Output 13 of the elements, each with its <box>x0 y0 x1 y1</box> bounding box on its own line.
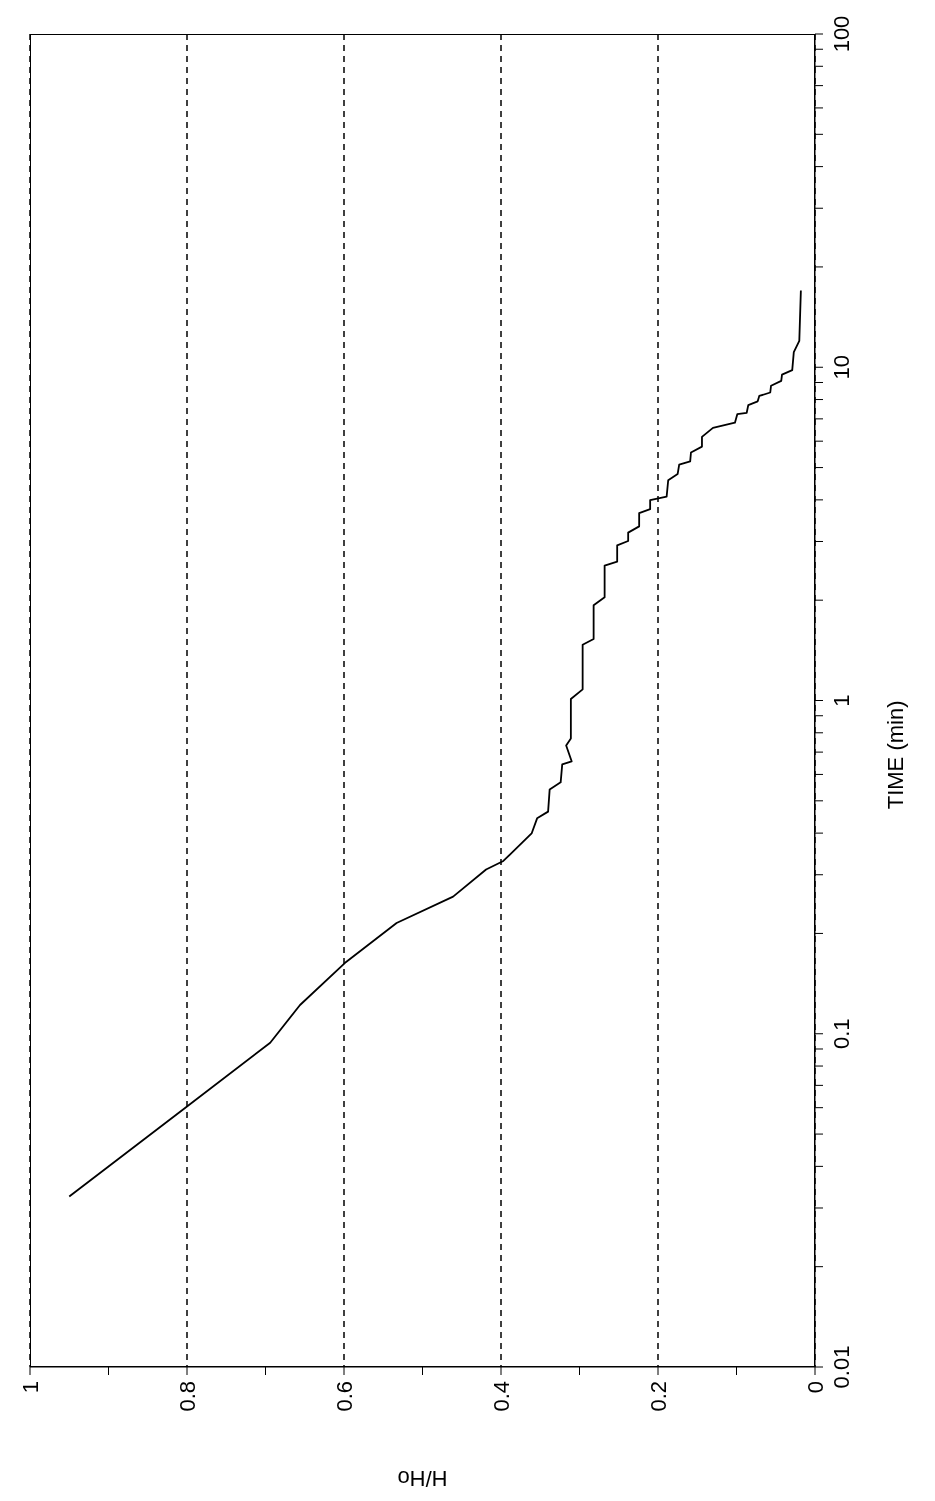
x-axis-title: H/Ho <box>397 1466 448 1491</box>
y-axis-title: TIME (min) <box>882 700 908 810</box>
y-tick-label: 10 <box>828 355 854 380</box>
x-tick-label: 0.8 <box>174 1381 200 1412</box>
x-tick-label: 0.4 <box>488 1381 514 1412</box>
y-tick-label: 0.01 <box>828 1345 854 1389</box>
x-tick-label: 0.6 <box>331 1381 357 1412</box>
y-tick-label: 100 <box>828 15 854 53</box>
y-tick-label: 0.1 <box>828 1018 854 1050</box>
x-tick-label: 0.2 <box>645 1381 671 1412</box>
x-tick-label: 0 <box>802 1381 828 1394</box>
y-tick-label: 1 <box>828 694 854 707</box>
x-tick-label: 1 <box>17 1381 43 1394</box>
